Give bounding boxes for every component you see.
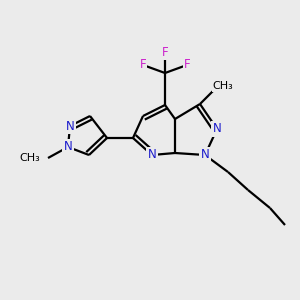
- Text: F: F: [184, 58, 190, 71]
- Text: N: N: [201, 148, 209, 161]
- Text: F: F: [162, 46, 168, 59]
- Text: CH₃: CH₃: [213, 81, 233, 91]
- Text: N: N: [148, 148, 156, 161]
- Text: N: N: [64, 140, 72, 154]
- Text: N: N: [213, 122, 221, 136]
- Text: CH₃: CH₃: [19, 153, 40, 163]
- Text: N: N: [66, 119, 74, 133]
- Text: F: F: [140, 58, 146, 71]
